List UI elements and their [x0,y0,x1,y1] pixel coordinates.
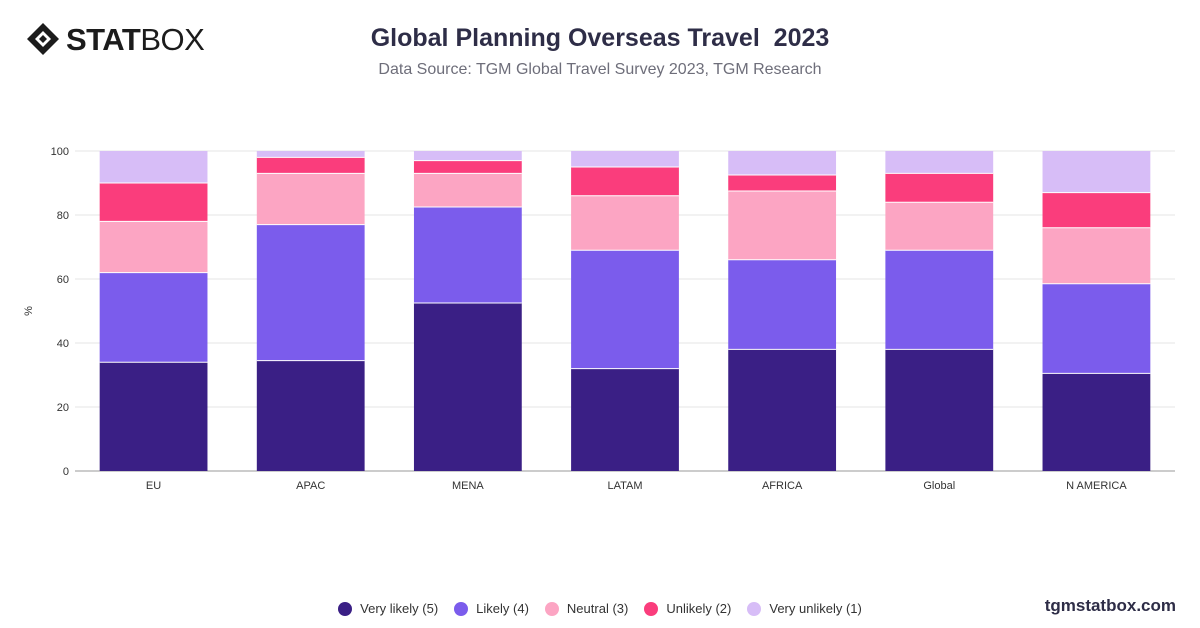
bar-segment [99,362,208,471]
logo-light-text: BOX [140,21,205,57]
bar-segment [885,173,994,203]
bar-segment [1042,151,1151,193]
bar-segment [256,173,365,225]
bar-segment [728,259,837,350]
legend-label: Neutral (3) [566,601,629,616]
bar-segment [1042,283,1151,374]
legend-label: Very likely (5) [360,601,439,616]
legend-label: Unlikely (2) [666,601,732,616]
x-tick-label: MENA [452,480,484,492]
bar-segment [885,250,994,350]
bar-segment [256,151,365,158]
logo-wordmark: STATBOX [66,21,205,57]
bar-segment [571,167,679,196]
bar-segment [256,224,365,361]
y-tick-label: 100 [51,146,69,158]
bar-segment [728,191,837,260]
bar-segment [413,207,522,303]
site-url[interactable]: tgmstatbox.com [1044,596,1176,615]
legend-item[interactable]: Unlikely (2) [644,601,731,616]
chart-title: Global Planning Overseas Travel 2023 [370,24,830,52]
y-axis-label: % [23,306,35,316]
legend-label: Very unlikely (1) [769,601,862,616]
legend-swatch [544,601,559,616]
bar-segment [413,160,522,174]
y-tick-label: 80 [57,210,69,222]
bar-segment [1042,227,1151,284]
legend-swatch [747,601,762,616]
bar-segment [571,195,679,251]
x-tick-label: N AMERICA [1066,480,1127,492]
statbox-logo: STATBOX [26,21,205,57]
bar-segment [885,349,994,471]
y-tick-label: 20 [57,402,69,414]
x-tick-label: EU [146,480,161,492]
bar-segment [728,349,837,471]
bar-segment [413,303,522,471]
x-tick-label: APAC [296,480,325,492]
bar-segment [1042,373,1151,471]
diamond-logo-icon [27,23,59,55]
bar-segment [256,360,365,471]
bar-segment [885,202,994,251]
y-tick-label: 0 [63,466,69,478]
bar-segment [256,157,365,174]
legend-swatch [338,601,353,616]
legend-swatch [454,601,469,616]
bar-segment [571,250,679,369]
bar-segment [413,151,522,161]
x-tick-label: LATAM [607,480,642,492]
bar-segment [99,151,208,183]
bar-segment [413,173,522,207]
legend-item[interactable]: Very unlikely (1) [747,601,862,616]
bar-segment [99,272,208,363]
bar-segment [99,183,208,222]
y-tick-label: 60 [57,274,69,286]
legend-label: Likely (4) [476,601,529,616]
x-tick-label: AFRICA [762,480,803,492]
bar-segment [571,368,679,471]
bar-segment [1042,192,1151,228]
legend-item[interactable]: Very likely (5) [338,601,438,616]
bar-segment [885,151,994,174]
legend-item[interactable]: Likely (4) [454,601,529,616]
legend-item[interactable]: Neutral (3) [544,601,629,616]
bar-segment [728,151,837,175]
bar-segment [99,221,208,273]
x-tick-label: Global [923,480,955,492]
logo-bold-text: STAT [66,21,141,57]
chart-legend: Very likely (5) Likely (4) Neutral (3) Unli… [0,601,1200,616]
legend-swatch [644,601,659,616]
chart-subtitle: Data Source: TGM Global Travel Survey 20… [378,61,822,78]
bar-segment [571,151,679,167]
bar-segment [728,175,837,191]
y-tick-label: 40 [57,338,69,350]
